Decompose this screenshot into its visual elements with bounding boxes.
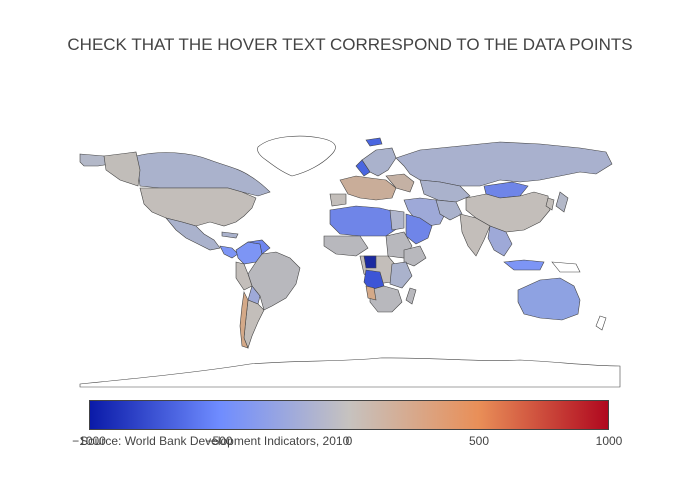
region-usa[interactable]: [139, 187, 257, 227]
tick-label: 0: [345, 434, 353, 448]
source-annotation: Source: World Bank Development Indicator…: [80, 434, 350, 448]
region-middle-east[interactable]: [403, 197, 447, 227]
region-iceland[interactable]: [365, 137, 383, 147]
tick-label: 1000: [595, 434, 623, 448]
region-norway[interactable]: [355, 159, 371, 177]
region-iran[interactable]: [435, 199, 463, 221]
colorbar: [89, 400, 609, 430]
region-new-zealand[interactable]: [595, 315, 607, 331]
region-congo-dark[interactable]: [363, 255, 377, 269]
region-ethiopia[interactable]: [403, 245, 427, 267]
region-namibia[interactable]: [365, 285, 377, 301]
region-venezuela[interactable]: [247, 239, 271, 255]
region-southern-africa[interactable]: [369, 285, 403, 313]
region-west-africa[interactable]: [323, 235, 369, 257]
tick-label: −500: [205, 434, 233, 448]
region-east-africa[interactable]: [389, 261, 413, 289]
region-eastern-europe[interactable]: [385, 173, 415, 193]
region-new-guinea[interactable]: [551, 261, 581, 273]
region-india[interactable]: [459, 213, 491, 257]
region-iberia[interactable]: [329, 193, 347, 207]
region-egypt[interactable]: [389, 209, 405, 231]
region-madagascar[interactable]: [405, 287, 417, 305]
colorbar-ticks: −1000 −500 0 500 1000: [0, 434, 700, 450]
region-se-asia[interactable]: [487, 225, 513, 257]
region-north-africa[interactable]: [329, 205, 399, 237]
tick-label: 500: [468, 434, 490, 448]
region-canada-nw[interactable]: [103, 151, 141, 187]
region-russia[interactable]: [395, 141, 613, 187]
region-australia[interactable]: [517, 277, 581, 321]
region-scandinavia[interactable]: [361, 147, 397, 177]
chart-title: CHECK THAT THE HOVER TEXT CORRESPOND TO …: [67, 35, 633, 54]
region-canada[interactable]: [135, 152, 271, 197]
region-korea[interactable]: [545, 197, 555, 211]
region-antarctica[interactable]: [79, 357, 621, 388]
region-cuba[interactable]: [221, 231, 239, 239]
tick-label: −1000: [72, 434, 106, 448]
region-indonesia[interactable]: [503, 259, 545, 271]
region-chile[interactable]: [239, 291, 249, 349]
region-western-europe[interactable]: [339, 175, 397, 201]
region-central-america[interactable]: [219, 245, 239, 259]
region-mexico[interactable]: [165, 217, 221, 251]
region-greenland[interactable]: [257, 135, 336, 177]
region-kazakhstan[interactable]: [419, 179, 471, 203]
region-japan[interactable]: [555, 191, 569, 213]
